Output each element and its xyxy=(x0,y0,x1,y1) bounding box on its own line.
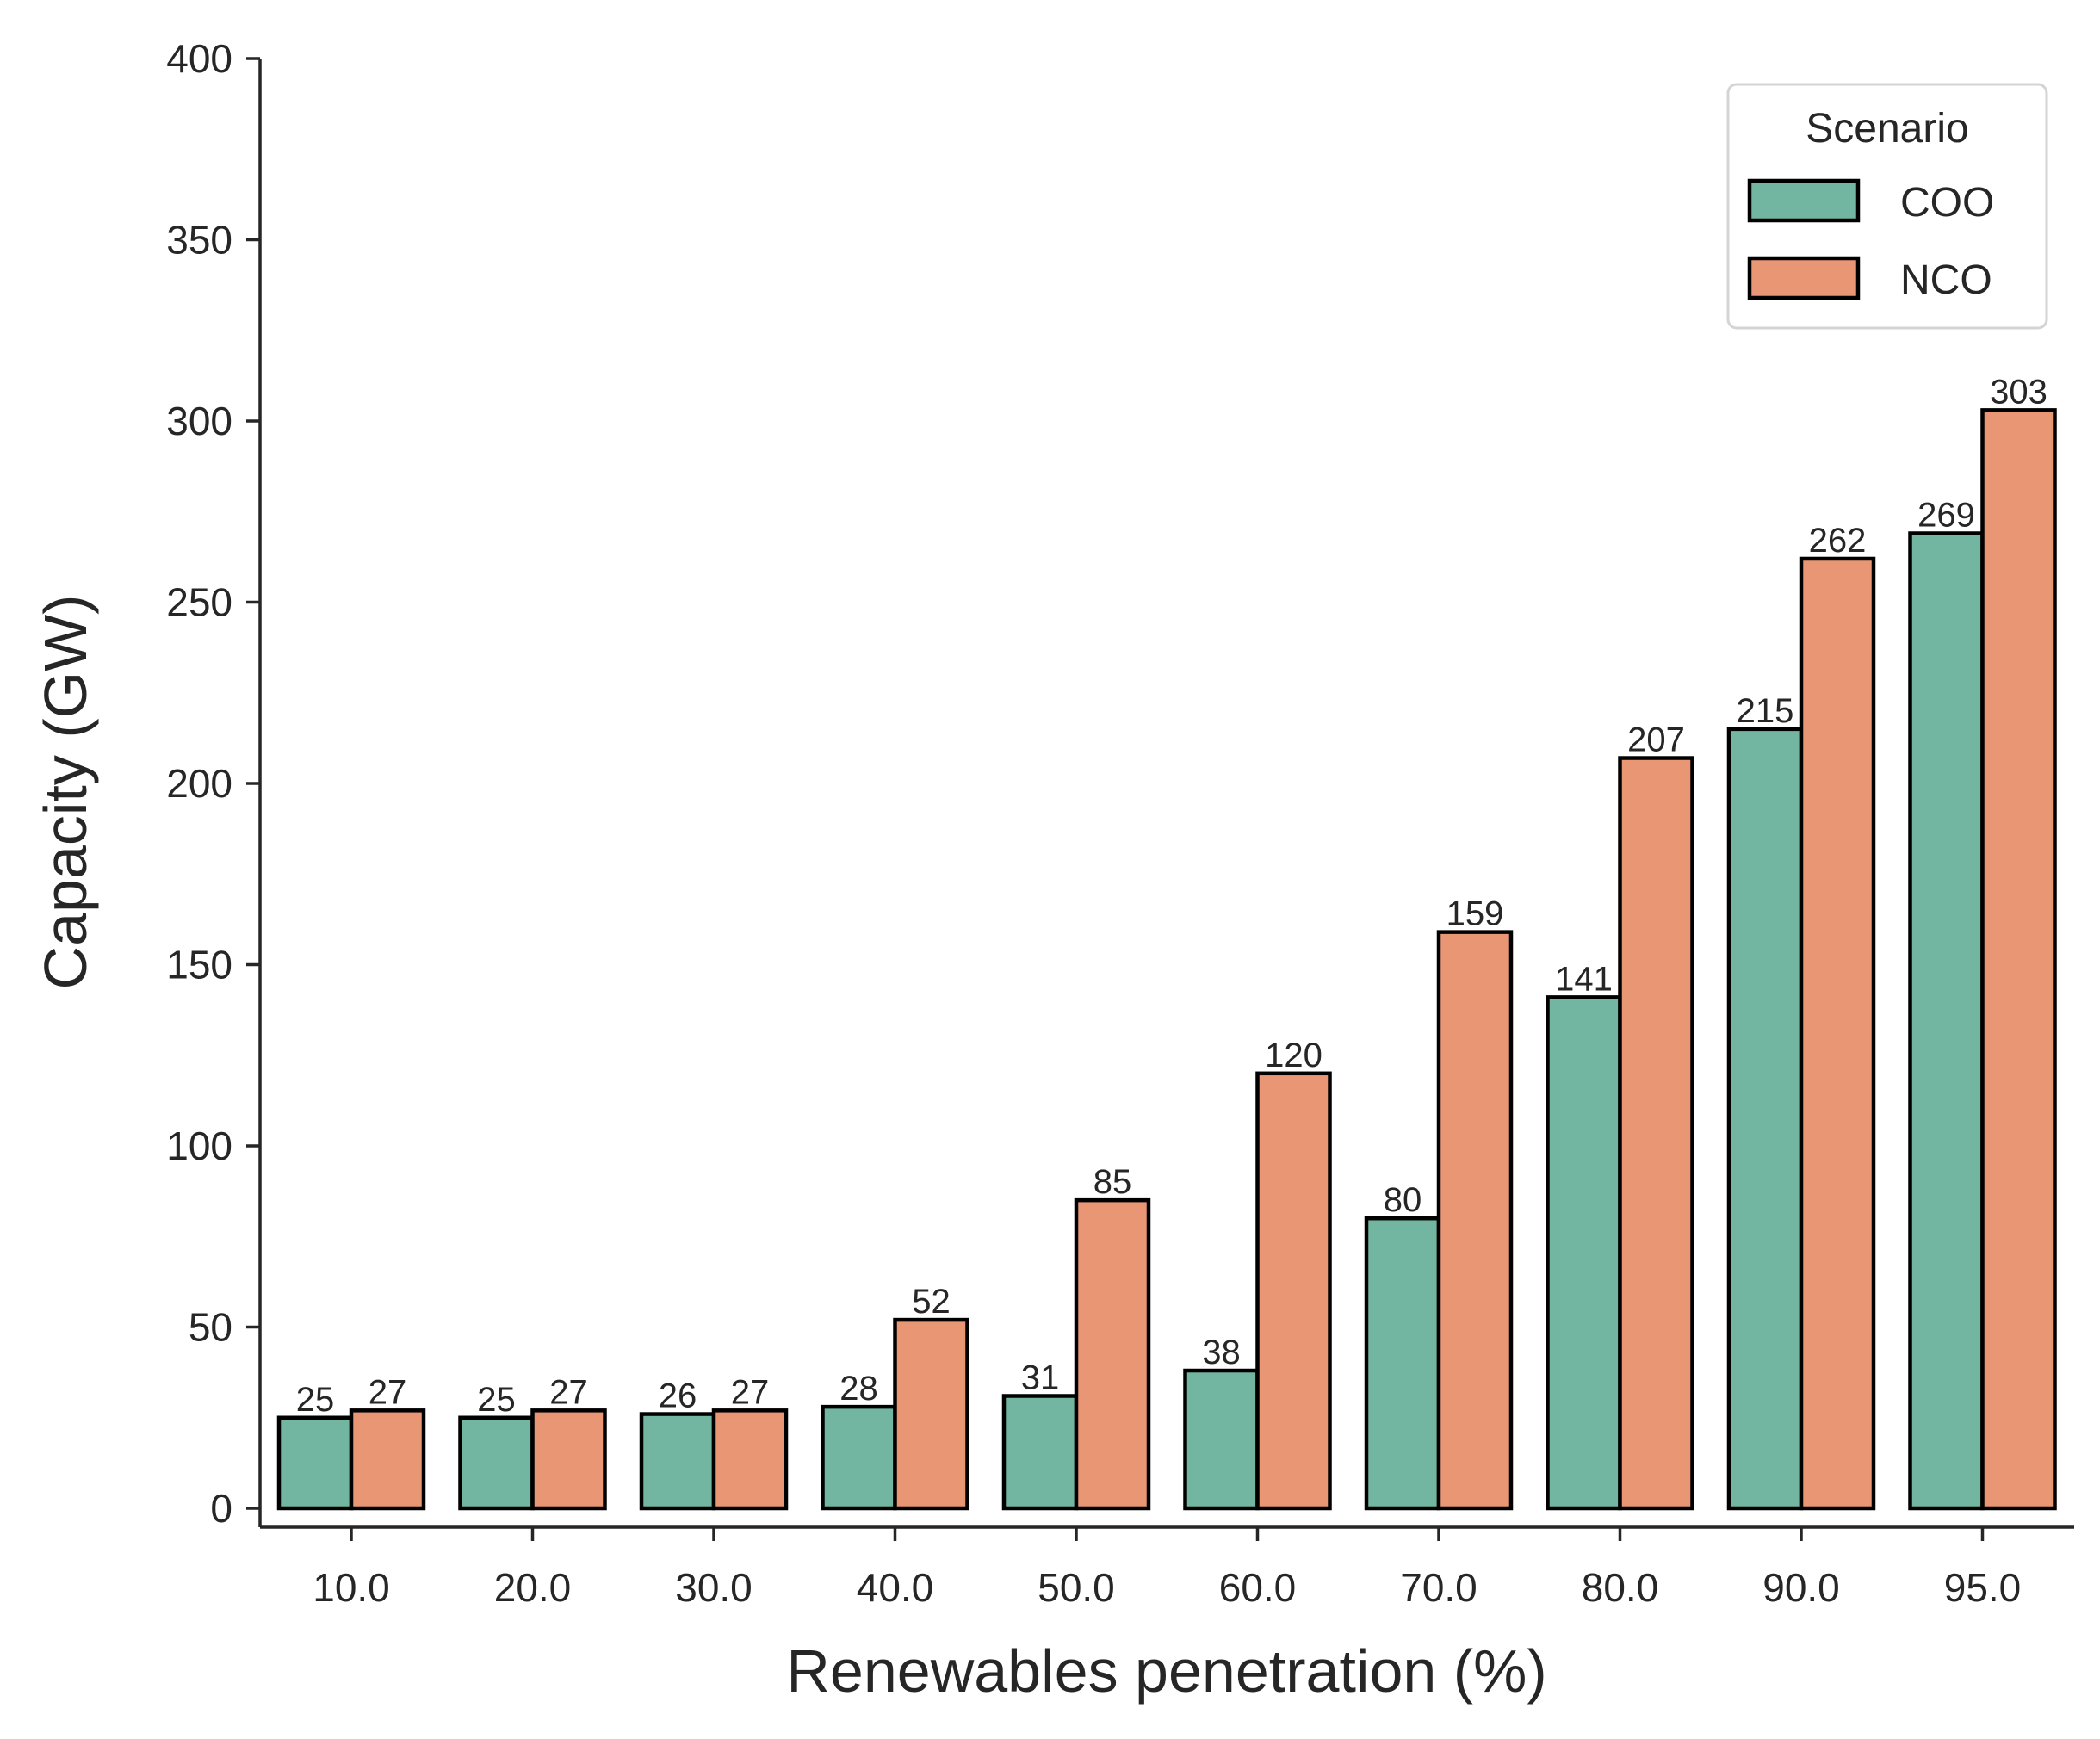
x-tick-label: 30.0 xyxy=(675,1565,753,1610)
y-tick-label: 200 xyxy=(166,761,232,806)
y-tick-label: 0 xyxy=(210,1486,232,1531)
legend: Scenario COO NCO xyxy=(1726,83,2048,330)
y-axis-ticks: 0 50 100 150 200 250 300 350 400 xyxy=(166,36,260,1531)
bar-value-label: 25 xyxy=(477,1381,516,1419)
bar-value-label: 38 xyxy=(1202,1334,1241,1371)
bar-nco xyxy=(1074,1197,1151,1511)
bar-coo xyxy=(1183,1368,1260,1511)
x-tick-label: 10.0 xyxy=(313,1565,390,1610)
bar-nco xyxy=(711,1408,789,1511)
bar-value-label: 207 xyxy=(1627,721,1685,759)
bar-coo xyxy=(276,1415,354,1511)
x-axis-title: Renewables penetration (%) xyxy=(786,1637,1546,1705)
legend-swatch-nco xyxy=(1747,256,1861,300)
legend-label-nco: NCO xyxy=(1900,257,1992,303)
bar-coo xyxy=(1546,995,1622,1511)
bar-nco xyxy=(1799,556,1876,1511)
x-tick-label: 90.0 xyxy=(1762,1565,1840,1610)
x-tick-label: 20.0 xyxy=(494,1565,572,1610)
x-tick-label: 80.0 xyxy=(1582,1565,1659,1610)
bar-value-label: 52 xyxy=(912,1283,951,1321)
x-tick-label: 95.0 xyxy=(1944,1565,2022,1610)
legend-title: Scenario xyxy=(1806,106,1968,152)
bar-value-label: 28 xyxy=(839,1370,878,1408)
bar-coo xyxy=(1364,1216,1441,1511)
y-tick-label: 300 xyxy=(166,399,232,443)
x-tick-label: 60.0 xyxy=(1219,1565,1297,1610)
y-axis-title: Capacity (GW) xyxy=(32,595,99,990)
bar-value-label: 262 xyxy=(1809,522,1867,560)
bar-coo xyxy=(458,1415,535,1511)
y-tick-label: 100 xyxy=(166,1123,232,1168)
bar-value-label: 120 xyxy=(1265,1037,1323,1074)
bar-value-label: 269 xyxy=(1917,497,1975,535)
bar-value-label: 303 xyxy=(1990,373,2047,411)
bar-coo xyxy=(1908,531,1985,1511)
y-tick-label: 150 xyxy=(166,943,232,987)
bar-coo xyxy=(1001,1394,1079,1511)
bar-coo xyxy=(1726,727,1804,1511)
bar-value-label: 85 xyxy=(1093,1163,1132,1201)
y-tick-label: 250 xyxy=(166,580,232,625)
bar-value-label: 26 xyxy=(659,1377,697,1415)
y-tick-label: 350 xyxy=(166,218,232,263)
bar-value-labels: 25 25 26 28 31 38 80 141 215 269 27 27 27 52 85 120 159 2… xyxy=(296,373,2047,1418)
bar-value-label: 215 xyxy=(1737,692,1794,730)
bar-nco xyxy=(893,1317,969,1511)
x-tick-label: 40.0 xyxy=(857,1565,934,1610)
bar-value-label: 31 xyxy=(1021,1358,1060,1396)
bar-value-label: 159 xyxy=(1446,895,1504,933)
x-tick-label: 70.0 xyxy=(1400,1565,1477,1610)
y-tick-label: 400 xyxy=(166,36,232,81)
bar-value-label: 25 xyxy=(296,1381,335,1419)
bar-nco xyxy=(1618,756,1694,1511)
bar-value-label: 27 xyxy=(549,1373,588,1411)
legend-label-coo: COO xyxy=(1900,180,1994,226)
bar-value-label: 27 xyxy=(369,1373,407,1411)
bar-nco xyxy=(1255,1071,1332,1511)
bar-value-label: 27 xyxy=(731,1373,770,1411)
bar-coo xyxy=(639,1412,716,1511)
y-tick-label: 50 xyxy=(189,1305,232,1350)
legend-swatch-coo xyxy=(1747,178,1861,223)
bar-nco xyxy=(349,1408,426,1511)
bar-value-label: 141 xyxy=(1555,960,1613,998)
x-tick-label: 50.0 xyxy=(1038,1565,1115,1610)
x-axis-ticks: 10.0 20.0 30.0 40.0 50.0 60.0 70.0 80.0 90.0 95.0 xyxy=(313,1527,2021,1610)
bar-series xyxy=(276,408,2057,1511)
bar-value-label: 80 xyxy=(1384,1181,1422,1219)
bar-nco xyxy=(530,1408,607,1511)
bar-nco xyxy=(1436,930,1514,1511)
bar-coo xyxy=(821,1404,897,1511)
bar-nco xyxy=(1980,408,2057,1511)
